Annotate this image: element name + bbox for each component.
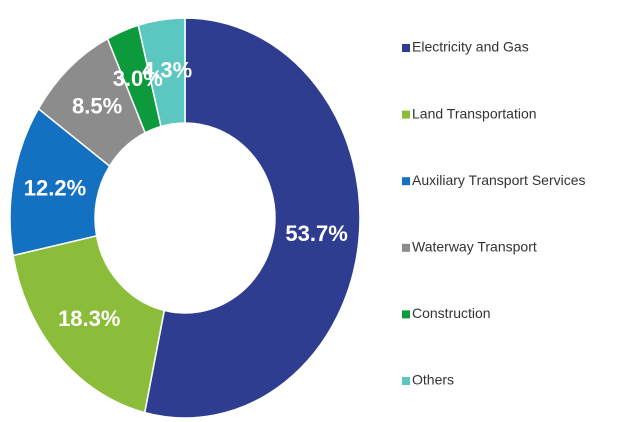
legend-label: Waterway Transport (412, 239, 537, 255)
value-label: 4.3% (142, 58, 192, 83)
value-label: 12.2% (24, 175, 86, 200)
legend-label: Construction (412, 305, 491, 321)
slice (137, 17, 186, 128)
slice (143, 17, 361, 419)
legend-label: Electricity and Gas (412, 39, 529, 55)
value-label: 8.5% (72, 93, 122, 118)
legend-swatch (402, 110, 410, 119)
legend-swatch (402, 243, 410, 252)
value-label: 18.3% (58, 306, 120, 331)
legend-swatch (402, 177, 410, 186)
legend-swatch (402, 377, 410, 385)
legend-label: Auxiliary Transport Services (412, 172, 586, 188)
value-label: 53.7% (285, 221, 347, 246)
slice (12, 234, 166, 414)
legend-label: Land Transportation (412, 105, 537, 121)
slice (9, 107, 111, 257)
value-label: 3.0% (113, 66, 163, 91)
legend-label: Others (412, 372, 454, 388)
legend-swatch (402, 44, 410, 52)
legend-swatch (402, 310, 410, 319)
